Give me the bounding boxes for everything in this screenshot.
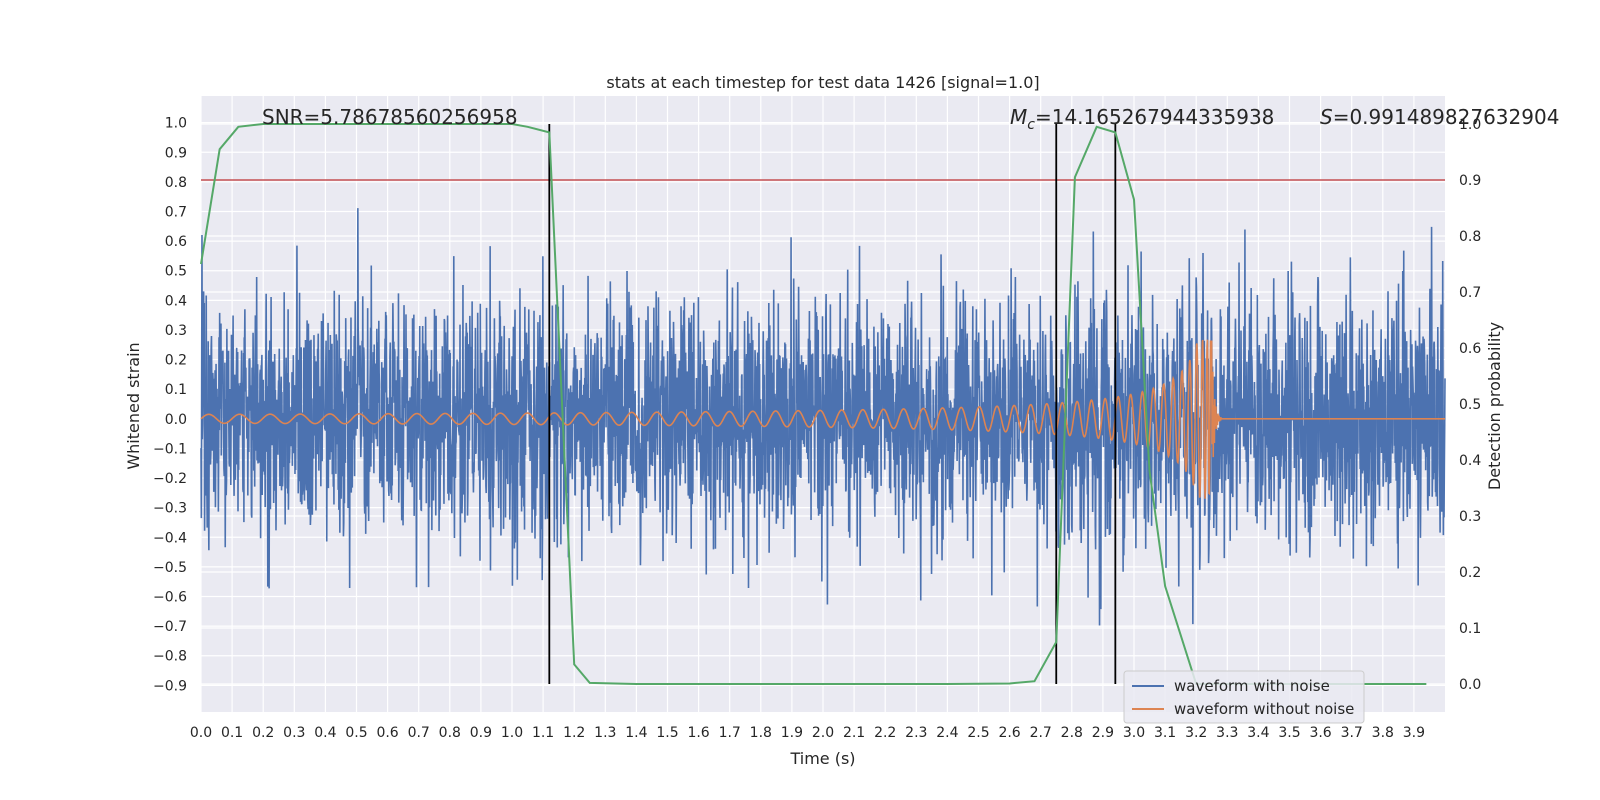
x-tick-label: 1.4 xyxy=(625,725,647,741)
x-tick-label: 0.6 xyxy=(376,725,398,741)
y2-tick-label: 0.6 xyxy=(1459,341,1481,357)
x-tick-label: 1.1 xyxy=(532,725,554,741)
y-tick-label: −0.6 xyxy=(153,590,187,606)
legend-label-clean: waveform without noise xyxy=(1174,700,1354,718)
x-tick-label: 3.8 xyxy=(1372,725,1394,741)
score-symbol: S xyxy=(1320,105,1333,129)
x-axis-label: Time (s) xyxy=(789,749,855,768)
legend-box xyxy=(1123,670,1365,724)
x-tick-label: 2.0 xyxy=(812,725,834,741)
y2-tick-label: 0.5 xyxy=(1459,397,1481,413)
y-tick-label: 0.2 xyxy=(165,353,187,369)
y-tick-label: 0.1 xyxy=(165,382,187,398)
x-tick-label: 1.7 xyxy=(719,725,741,741)
x-tick-label: 2.8 xyxy=(1061,725,1083,741)
y-tick-label: 0.8 xyxy=(165,175,187,191)
x-tick-label: 3.3 xyxy=(1216,725,1238,741)
chirp-mass-subscript: c xyxy=(1027,117,1035,133)
chart-title: stats at each timestep for test data 142… xyxy=(606,73,1039,92)
y2-tick-label: 0.3 xyxy=(1459,509,1481,525)
y2-tick-labels: 1.0 0.9 0.8 0.7 0.6 0.5 0.4 0.3 0.2 0.1 0.0 xyxy=(1459,117,1481,693)
x-tick-label: 0.1 xyxy=(221,725,243,741)
detection-probability-line xyxy=(200,123,1427,685)
y-tick-label: −0.3 xyxy=(153,501,187,517)
x-tick-label: 2.5 xyxy=(967,725,989,741)
chirp-mass-symbol: M xyxy=(1010,105,1027,129)
y-tick-label: 0.7 xyxy=(165,205,187,221)
score-value: =0.991489827632904 xyxy=(1333,105,1560,129)
x-tick-label: 1.5 xyxy=(656,725,678,741)
y-tick-label: 0.3 xyxy=(165,323,187,339)
y2-tick-label: 0.8 xyxy=(1459,229,1481,245)
y-tick-label: −0.1 xyxy=(153,441,187,457)
plot-area xyxy=(200,123,1446,685)
x-tick-label: 0.7 xyxy=(408,725,430,741)
waveform-without-noise-line xyxy=(200,339,1445,499)
x-tick-label: 2.4 xyxy=(936,725,958,741)
x-tick-label: 1.3 xyxy=(594,725,616,741)
x-tick-label: 0.3 xyxy=(283,725,305,741)
vertical-markers xyxy=(548,124,1117,684)
x-tick-label: 3.2 xyxy=(1185,725,1207,741)
x-tick-label: 0.0 xyxy=(190,725,212,741)
x-tick-label: 0.8 xyxy=(439,725,461,741)
y2-tick-label: 0.1 xyxy=(1459,621,1481,637)
y-tick-label: −0.4 xyxy=(153,530,187,546)
y2-tick-label: 1.0 xyxy=(1459,117,1481,133)
score-annotation: S=0.991489827632904 xyxy=(1320,105,1559,129)
x-tick-label: 2.2 xyxy=(874,725,896,741)
y2-tick-label: 0.2 xyxy=(1459,565,1481,581)
x-tick-label: 3.1 xyxy=(1154,725,1176,741)
x-tick-label: 3.4 xyxy=(1247,725,1269,741)
x-tick-label: 2.1 xyxy=(843,725,865,741)
y-tick-label: −0.9 xyxy=(153,678,187,694)
x-tick-label: 1.6 xyxy=(687,725,709,741)
y-tick-label: −0.5 xyxy=(153,560,187,576)
y-tick-label: 0.0 xyxy=(165,412,187,428)
x-tick-label: 0.5 xyxy=(345,725,367,741)
x-tick-label: 3.0 xyxy=(1123,725,1145,741)
x-tick-label: 0.9 xyxy=(470,725,492,741)
x-tick-label: 1.8 xyxy=(750,725,772,741)
x-tick-label: 2.9 xyxy=(1092,725,1114,741)
legend-label-noise: waveform with noise xyxy=(1174,677,1330,695)
y-tick-label: −0.8 xyxy=(153,649,187,665)
x-tick-label: 1.2 xyxy=(563,725,585,741)
x-tick-label: 3.7 xyxy=(1341,725,1363,741)
y-tick-labels: 1.0 0.9 0.8 0.7 0.6 0.5 0.4 0.3 0.2 0.1 0.0 −0.1 −0.… xyxy=(153,116,187,695)
x-tick-label: 2.6 xyxy=(998,725,1020,741)
x-tick-label: 3.5 xyxy=(1278,725,1300,741)
x-tick-labels: 0.0 0.1 0.2 0.3 0.4 0.5 0.6 0.7 0.8 0.9 1.0 1.1 1.2 1… xyxy=(190,725,1425,741)
y-tick-label: 0.4 xyxy=(165,293,187,309)
y-tick-label: 0.5 xyxy=(165,264,187,280)
y-tick-label: 1.0 xyxy=(165,116,187,132)
y2-tick-label: 0.4 xyxy=(1459,453,1481,469)
y2-axis-label: Detection probability xyxy=(1485,322,1504,490)
y-tick-label: −0.2 xyxy=(153,471,187,487)
y2-tick-label: 0.7 xyxy=(1459,285,1481,301)
snr-annotation: SNR=5.78678560256958 xyxy=(262,105,518,129)
x-tick-label: 2.7 xyxy=(1030,725,1052,741)
x-tick-label: 3.6 xyxy=(1309,725,1331,741)
chirp-mass-annotation: Mc=14.165267944335938 xyxy=(1010,105,1274,133)
x-tick-label: 1.9 xyxy=(781,725,803,741)
x-tick-label: 3.9 xyxy=(1403,725,1425,741)
y-axis-label: Whitened strain xyxy=(124,342,143,469)
legend: waveform with noise waveform without noi… xyxy=(1123,670,1365,724)
y2-tick-label: 0.9 xyxy=(1459,173,1481,189)
y-tick-label: −0.7 xyxy=(153,619,187,635)
x-tick-label: 0.4 xyxy=(314,725,336,741)
x-tick-label: 2.3 xyxy=(905,725,927,741)
y2-tick-label: 0.0 xyxy=(1459,677,1481,693)
chirp-mass-value: =14.165267944335938 xyxy=(1035,105,1274,129)
x-tick-label: 1.0 xyxy=(501,725,523,741)
y-tick-label: 0.6 xyxy=(165,234,187,250)
y-tick-label: 0.9 xyxy=(165,145,187,161)
x-tick-label: 0.2 xyxy=(252,725,274,741)
